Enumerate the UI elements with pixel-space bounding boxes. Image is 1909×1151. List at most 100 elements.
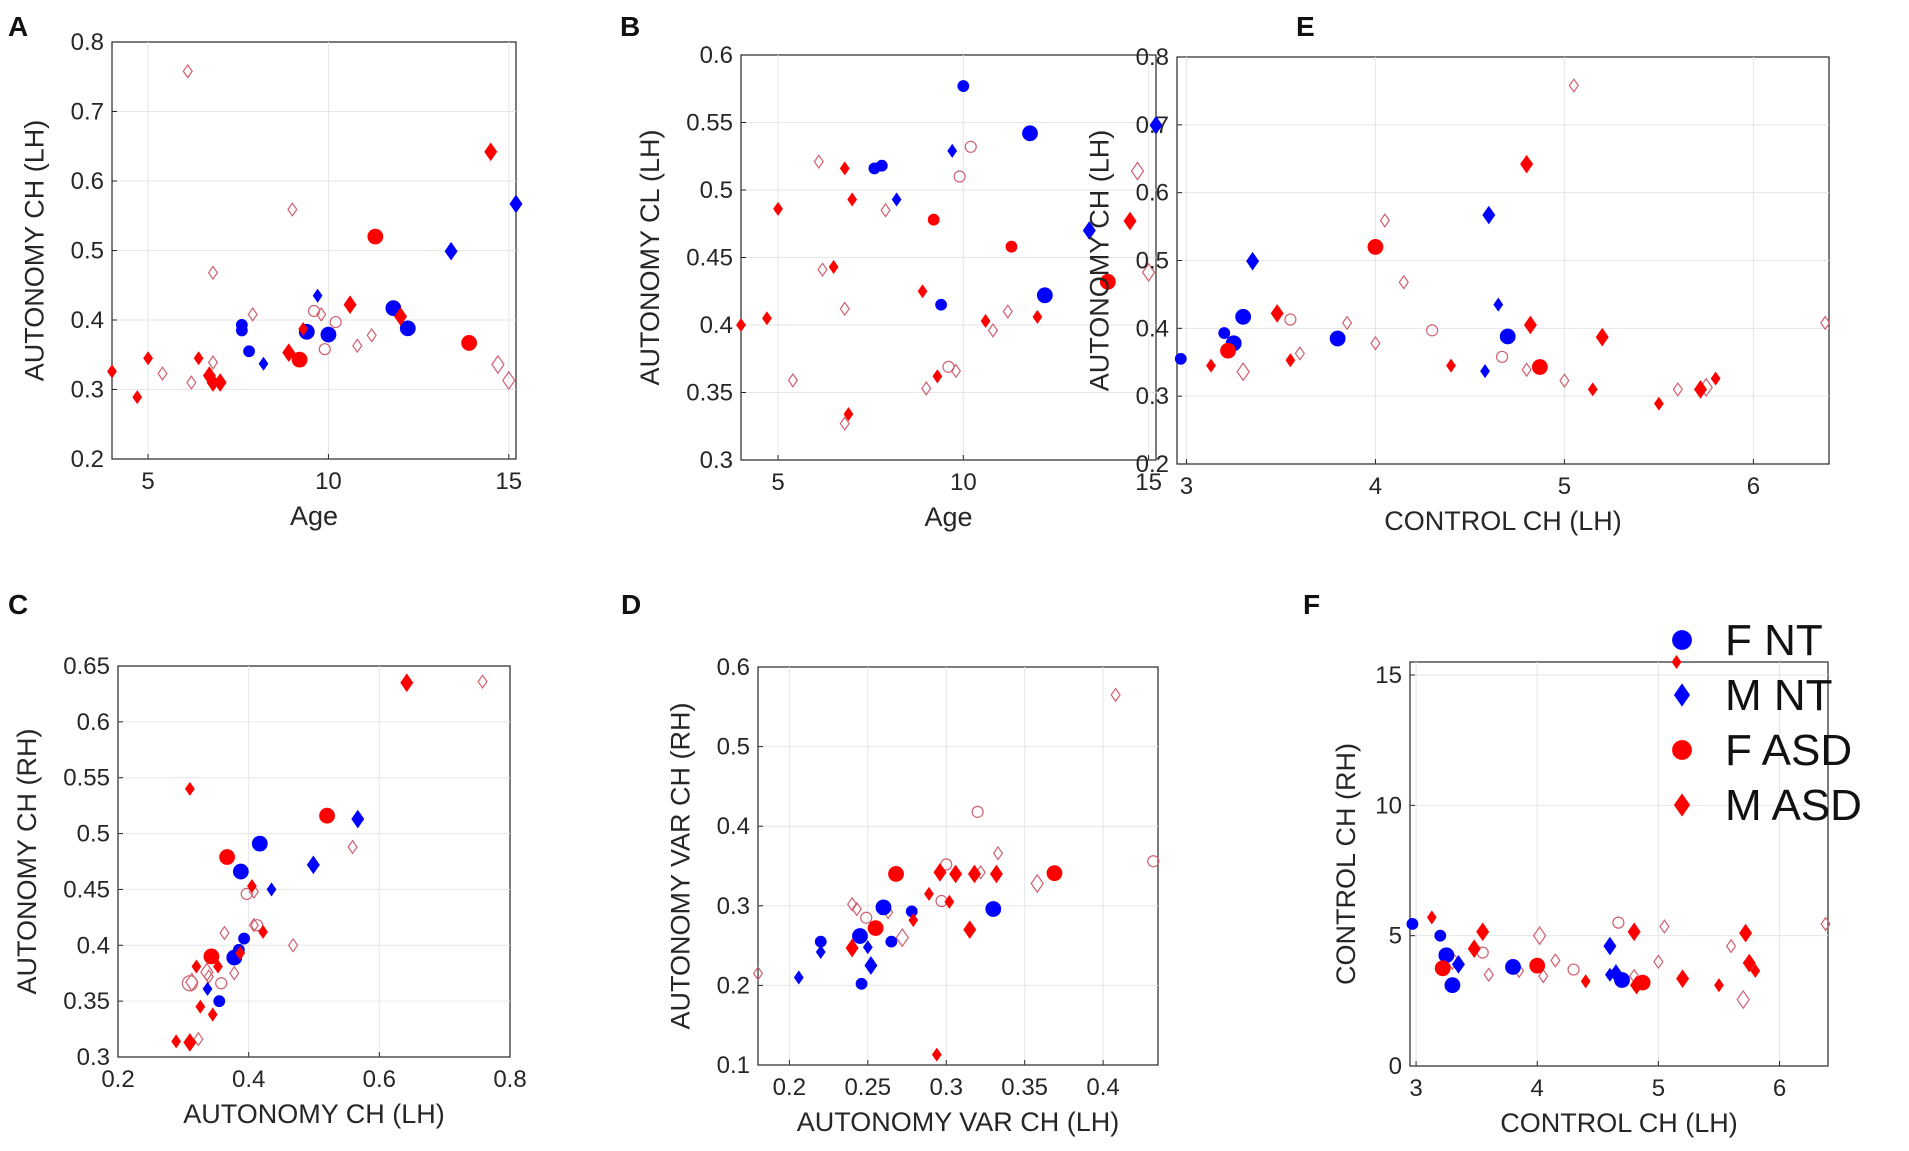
data-point-asd-diamond — [917, 284, 928, 299]
y-tick-label: 0 — [1389, 1053, 1402, 1080]
data-point-asd-diamond — [143, 351, 153, 366]
data-point-asd-diamond-open — [1398, 274, 1409, 290]
data-point-asd-diamond — [1032, 309, 1043, 324]
data-point-nt-circle — [238, 932, 250, 945]
y-tick-label: 0.5 — [717, 734, 750, 761]
data-point-asd-diamond-open — [1379, 213, 1391, 228]
panel-f: 3 4 5 6 0 5 10 15 CONTROL CH (LH) CONTROL CH (RH)… — [1303, 589, 1831, 1138]
data-point-asd-diamond — [963, 920, 977, 940]
data-point-nt-diamond — [1603, 936, 1617, 956]
data-point-asd-diamond-open — [1130, 161, 1145, 181]
x-axis-label: AUTONOMY CH (LH) — [183, 1099, 445, 1129]
y-tick-label: 0.4 — [77, 932, 110, 959]
data-point-asd-diamond — [1476, 922, 1490, 942]
x-tick-label: 4 — [1531, 1075, 1544, 1102]
data-point-asd-circle — [1634, 974, 1651, 991]
data-point-nt-circle — [985, 901, 1002, 917]
data-point-nt-circle — [875, 159, 888, 172]
data-point-asd-circle — [1046, 865, 1063, 882]
x-tick-label: 6 — [1747, 473, 1760, 500]
data-point-asd-diamond — [282, 343, 296, 362]
data-point-asd-circle — [927, 213, 940, 226]
data-point-asd-diamond-open — [787, 372, 799, 388]
data-point-nt-circle — [1444, 977, 1461, 994]
y-tick-label: 0.6 — [71, 168, 104, 195]
legend-label: M NT — [1725, 671, 1833, 720]
data-point-asd-diamond-open — [895, 927, 910, 948]
data-point-asd-circle — [461, 335, 478, 351]
data-point-nt-circle — [1235, 308, 1252, 325]
data-point-asd-circle — [1529, 957, 1546, 974]
x-axis-label: CONTROL CH (LH) — [1384, 506, 1622, 536]
data-point-asd-diamond-open — [752, 966, 764, 981]
y-axis-label: AUTONOMY CH (LH) — [1085, 130, 1115, 392]
data-point-asd-diamond — [343, 295, 357, 315]
legend-entry: F NT — [1672, 616, 1823, 665]
data-point-asd-circle-open — [860, 911, 873, 924]
data-point-asd-diamond — [1694, 380, 1707, 399]
y-tick-label: 0.7 — [71, 99, 104, 126]
data-point-asd-diamond-open — [502, 370, 516, 391]
y-tick-label: 0.1 — [717, 1052, 750, 1079]
data-point-asd-diamond-open — [1538, 968, 1549, 984]
x-tick-label: 0.25 — [844, 1074, 891, 1101]
data-point-asd-diamond-open — [1653, 954, 1664, 970]
data-point-nt-circle — [1218, 327, 1231, 339]
data-point-nt-diamond — [815, 944, 826, 959]
data-point-nt-diamond — [1082, 221, 1096, 240]
y-tick-label: 0.2 — [717, 972, 750, 999]
data-point-asd-circle-open — [1147, 855, 1160, 868]
x-tick-label: 15 — [495, 468, 522, 495]
data-point-asd-circle — [1220, 342, 1236, 359]
data-point-nt-circle — [885, 935, 898, 948]
data-point-asd-diamond-open — [219, 925, 230, 941]
x-tick-label: 5 — [1558, 473, 1571, 500]
data-point-asd-diamond-open — [182, 63, 193, 79]
data-point-asd-diamond — [195, 999, 206, 1014]
data-point-asd-diamond-open — [1568, 78, 1580, 93]
data-point-nt-circle — [875, 899, 892, 916]
legend-label: F ASD — [1725, 726, 1852, 775]
data-point-asd-diamond — [1627, 922, 1641, 942]
data-point-asd-diamond — [1123, 211, 1137, 231]
data-point-asd-diamond — [931, 1047, 942, 1062]
data-point-asd-circle-open — [1284, 313, 1297, 326]
data-point-nt-circle — [905, 905, 918, 918]
data-point-nt-diamond — [202, 981, 213, 996]
x-axis-label: AUTONOMY VAR CH (LH) — [797, 1107, 1120, 1137]
x-tick-label: 10 — [315, 468, 342, 495]
panel-d: 0.2 0.25 0.3 0.35 0.4 0.1 0.2 0.3 0.4 0.5 0.6 AUTON… — [621, 589, 1160, 1137]
data-point-nt-circle — [1329, 330, 1346, 347]
y-axis-label: AUTONOMY VAR CH (RH) — [666, 702, 696, 1029]
data-point-nt-circle — [320, 326, 337, 343]
data-point-asd-diamond — [484, 142, 498, 162]
data-point-asd-diamond — [1587, 382, 1598, 397]
data-point-asd-diamond-open — [1370, 335, 1381, 351]
data-point-asd-diamond — [132, 390, 143, 405]
data-point-asd-diamond-open — [248, 917, 260, 933]
data-point-asd-diamond — [1467, 939, 1481, 959]
data-point-asd-circle-open — [1495, 350, 1509, 363]
data-point-nt-circle — [1505, 959, 1521, 975]
x-tick-label: 15 — [1135, 469, 1162, 496]
data-point-nt-circle — [1434, 929, 1447, 942]
data-point-asd-circle — [1099, 273, 1116, 290]
data-point-asd-diamond — [847, 192, 858, 207]
data-point-asd-diamond — [1270, 304, 1284, 323]
data-point-asd-circle-open — [1612, 916, 1625, 929]
data-point-asd-diamond — [949, 864, 963, 884]
x-axis-label: Age — [924, 502, 972, 532]
data-point-asd-circle — [291, 351, 308, 368]
data-point-asd-diamond — [193, 351, 204, 366]
legend-marker-diamond — [1673, 793, 1691, 817]
data-point-asd-diamond — [213, 373, 227, 392]
data-point-asd-circle — [867, 920, 884, 936]
data-point-asd-diamond-open — [1294, 346, 1305, 361]
data-point-asd-circle — [319, 807, 335, 824]
y-tick-label: 0.6 — [700, 42, 733, 69]
panel-letter: D — [621, 589, 641, 620]
data-point-asd-diamond — [107, 364, 117, 379]
y-tick-label: 0.3 — [717, 893, 750, 920]
legend-marker-circle — [1672, 630, 1692, 650]
